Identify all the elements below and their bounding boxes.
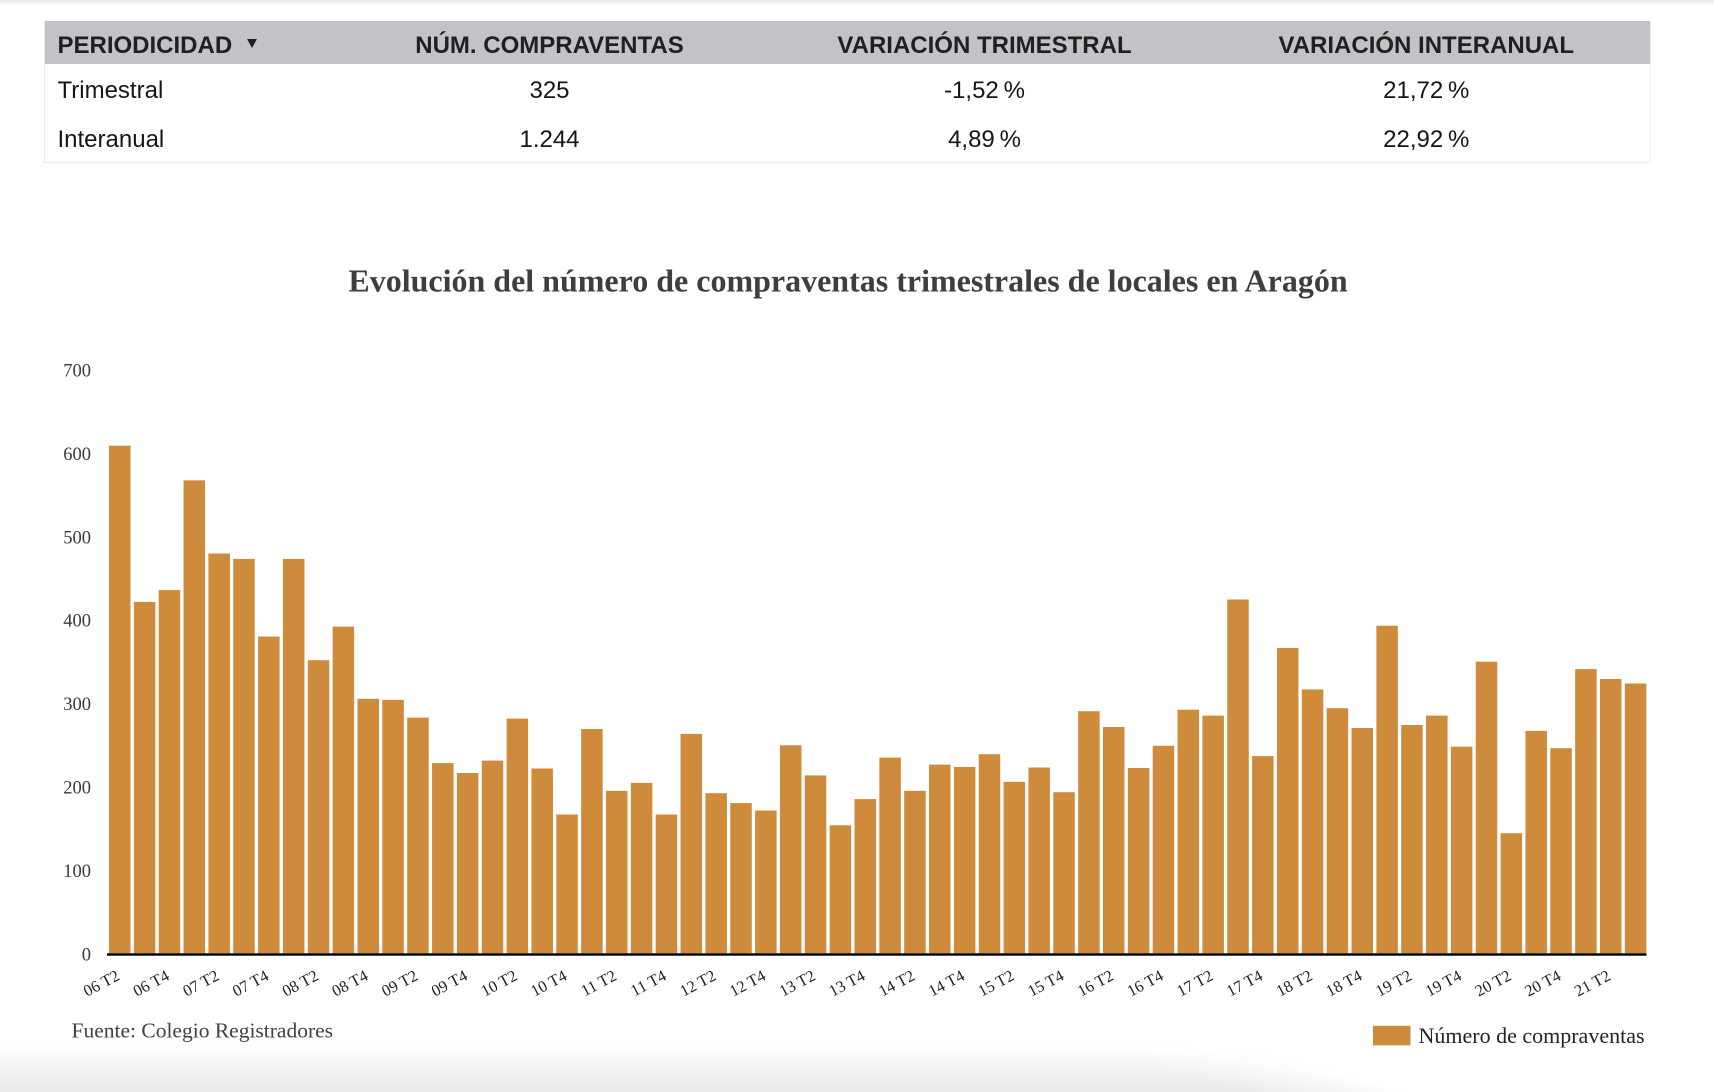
svg-text:12 T2: 12 T2 [676,966,719,1001]
svg-text:100: 100 [63,862,91,882]
svg-text:08 T4: 08 T4 [329,966,372,1001]
svg-text:11 T4: 11 T4 [627,966,669,1000]
svg-text:Evolución del número de compra: Evolución del número de compraventas tri… [348,263,1348,299]
svg-text:07 T2: 07 T2 [179,966,222,1001]
svg-text:20 T4: 20 T4 [1521,966,1564,1001]
svg-text:09 T4: 09 T4 [428,966,471,1001]
svg-text:08 T2: 08 T2 [279,966,322,1001]
svg-text:200: 200 [63,779,91,799]
svg-text:16 T2: 16 T2 [1074,966,1117,1001]
svg-text:12 T4: 12 T4 [726,966,769,1001]
svg-text:700: 700 [63,362,91,382]
svg-text:500: 500 [63,528,91,548]
svg-text:15 T2: 15 T2 [975,966,1018,1001]
svg-text:Fuente: Colegio Registradores: Fuente: Colegio Registradores [72,1019,334,1043]
svg-text:600: 600 [63,445,91,465]
svg-text:07 T4: 07 T4 [229,966,272,1001]
svg-text:16 T4: 16 T4 [1124,966,1167,1001]
svg-text:15 T4: 15 T4 [1024,966,1067,1001]
svg-text:11 T2: 11 T2 [578,966,620,1000]
svg-text:09 T2: 09 T2 [378,966,421,1001]
svg-text:10 T2: 10 T2 [478,966,521,1001]
svg-text:17 T4: 17 T4 [1223,966,1266,1001]
svg-text:06 T4: 06 T4 [130,966,173,1001]
svg-text:21 T2: 21 T2 [1571,966,1614,1001]
svg-text:400: 400 [63,612,91,632]
svg-text:14 T4: 14 T4 [925,966,968,1001]
svg-text:18 T4: 18 T4 [1323,966,1366,1001]
svg-text:13 T4: 13 T4 [826,966,869,1001]
svg-text:Número de compraventas: Número de compraventas [1419,1023,1645,1048]
svg-text:18 T2: 18 T2 [1273,966,1316,1001]
svg-text:20 T2: 20 T2 [1472,966,1515,1001]
svg-text:14 T2: 14 T2 [875,966,918,1001]
svg-text:300: 300 [63,695,91,715]
svg-text:19 T2: 19 T2 [1372,966,1415,1001]
svg-text:13 T2: 13 T2 [776,966,819,1001]
svg-text:06 T2: 06 T2 [80,966,123,1001]
svg-text:0: 0 [82,945,91,965]
svg-text:19 T4: 19 T4 [1422,966,1465,1001]
svg-text:17 T2: 17 T2 [1173,966,1216,1001]
svg-text:10 T4: 10 T4 [527,966,570,1001]
